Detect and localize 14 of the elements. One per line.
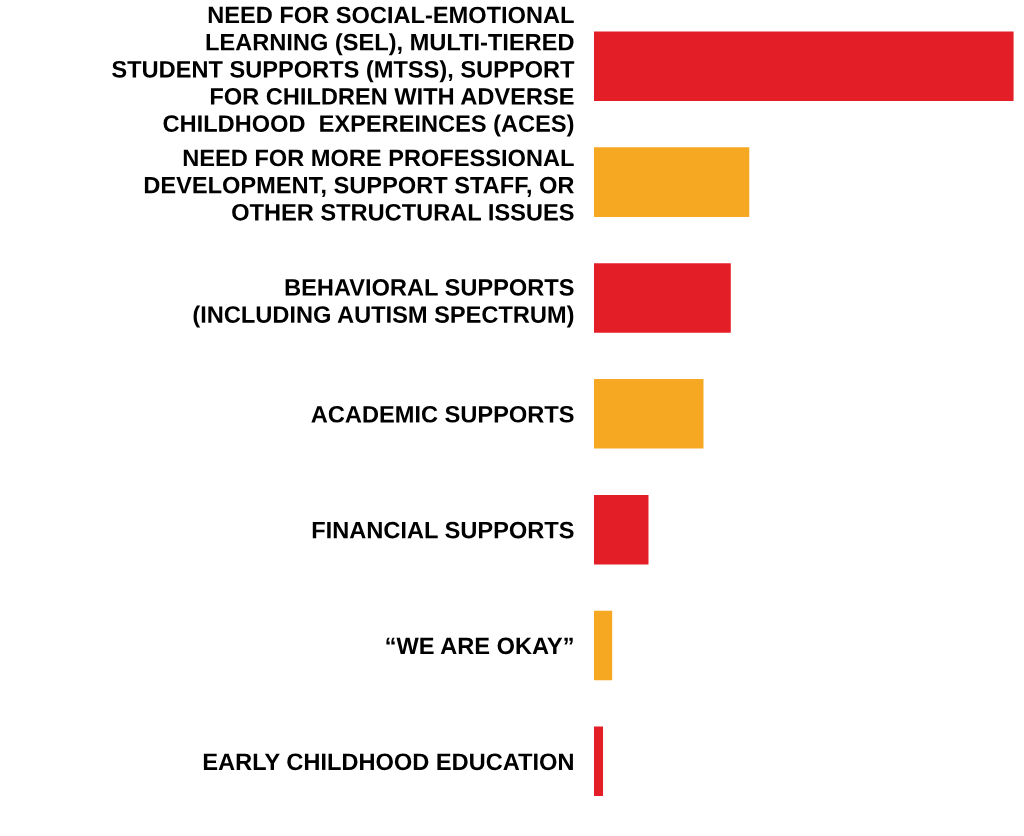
- bar: [593, 379, 704, 449]
- bar: [593, 147, 750, 217]
- y-tick-label: NEED FOR SOCIAL-EMOTIONAL LEARNING (SEL), MULTI-TIERED STUDENT SUPPORTS (MTSS), SUPPORT FOR CHILDREN WITH ADVERSE CHILDHOOD EXPEREINCES (ACES): [112, 6, 575, 137]
- y-tick-label: EARLY CHILDHOOD EDUCATION: [203, 753, 573, 771]
- y-tick-label: FINANCIAL SUPPORTS: [312, 521, 574, 539]
- bar: [593, 263, 731, 333]
- bar: [593, 494, 649, 565]
- y-tick-label: NEED FOR MORE PROFESSIONAL DEVELOPMENT, SUPPORT STAFF, OR OTHER STRUCTURAL ISSUES: [144, 149, 574, 221]
- bar: [593, 610, 613, 681]
- bar: [593, 31, 1014, 102]
- y-tick-label: ACADEMIC SUPPORTS: [311, 405, 574, 423]
- y-tick-label: BEHAVIORAL SUPPORTS (INCLUDING AUTISM SPECTRUM): [193, 279, 574, 328]
- y-tick-label: “WE ARE OKAY”: [386, 637, 573, 655]
- bar: [593, 726, 604, 797]
